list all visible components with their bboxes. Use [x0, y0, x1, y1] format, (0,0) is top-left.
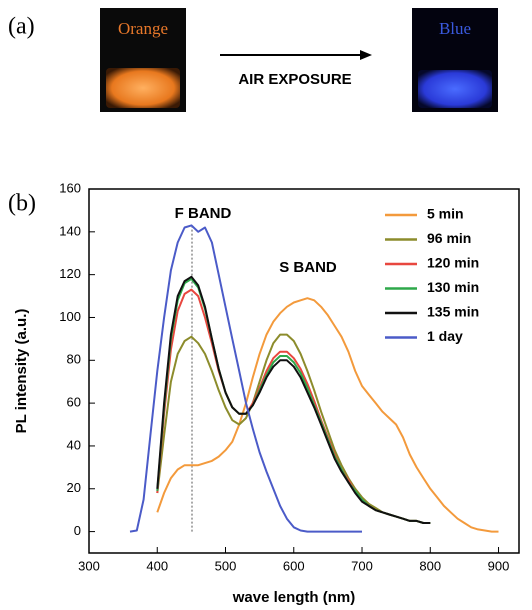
data-line: [156, 275, 431, 524]
y-tick-label: 160: [59, 180, 81, 195]
y-tick-label: 20: [67, 480, 81, 495]
x-axis-label: wave length (nm): [232, 589, 356, 606]
legend-label: 1 day: [427, 328, 463, 344]
data-line: [129, 224, 362, 533]
y-tick-label: 60: [67, 395, 81, 410]
y-tick-label: 0: [74, 523, 81, 538]
panel-label: (a): [8, 14, 35, 40]
x-tick-label: 800: [419, 558, 441, 573]
legend-label: 135 min: [427, 304, 479, 320]
data-line: [156, 297, 499, 533]
legend-label: 120 min: [427, 255, 479, 271]
legend-label: 96 min: [427, 230, 471, 246]
data-line: [156, 288, 431, 524]
arrow-label: AIR EXPOSURE: [238, 71, 351, 88]
y-axis-label: PL intensity (a.u.): [13, 309, 30, 434]
y-tick-label: 40: [67, 437, 81, 452]
plot-frame: [88, 188, 520, 554]
y-tick-label: 100: [59, 309, 81, 324]
vial-label: Blue: [439, 19, 471, 38]
y-tick-label: 120: [59, 266, 81, 281]
x-tick-label: 400: [146, 558, 168, 573]
legend-label: 5 min: [427, 206, 464, 222]
x-tick-label: 500: [215, 558, 237, 573]
vial-liquid: [418, 70, 492, 108]
annotation: F BAND: [175, 205, 232, 222]
y-tick-label: 140: [59, 223, 81, 238]
data-line: [156, 277, 431, 524]
x-tick-label: 700: [351, 558, 373, 573]
x-tick-label: 300: [78, 558, 100, 573]
chart: 300 400 500 600 700 800 900 0 20 40 60 80 100 120 140 1…: [13, 180, 520, 606]
x-tick-label: 900: [488, 558, 510, 573]
legend-label: 130 min: [427, 279, 479, 295]
y-tick-label: 80: [67, 352, 81, 367]
arrow-head: [360, 50, 372, 60]
panel-label: (b): [8, 191, 36, 217]
annotation: S BAND: [279, 259, 337, 276]
vial-liquid: [106, 68, 180, 108]
x-tick-label: 600: [283, 558, 305, 573]
vial-label: Orange: [118, 19, 168, 38]
